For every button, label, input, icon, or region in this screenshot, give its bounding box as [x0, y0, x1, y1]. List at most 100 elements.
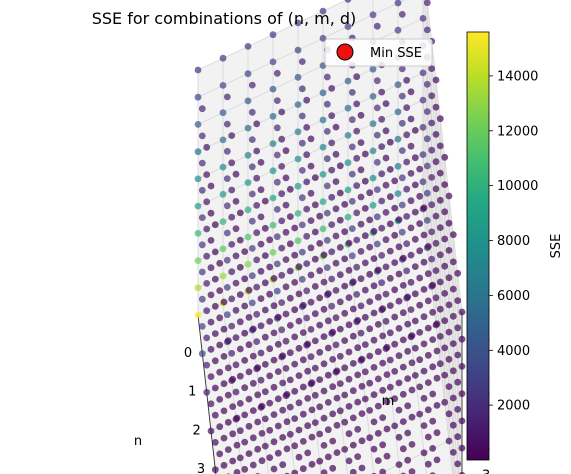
scatter-point — [299, 301, 307, 309]
scatter-point — [236, 291, 244, 298]
scatter-point — [228, 268, 236, 276]
scatter-point — [398, 11, 406, 18]
scatter-point — [344, 0, 352, 3]
scatter-point — [219, 54, 227, 62]
scatter-point — [241, 465, 249, 473]
scatter-point — [241, 357, 249, 364]
scatter-point — [370, 418, 378, 426]
scatter-point — [219, 245, 227, 253]
scatter-point — [228, 213, 236, 221]
scatter-point — [423, 108, 431, 115]
scatter-point — [228, 295, 236, 303]
scatter-point — [282, 337, 290, 345]
scatter-point — [323, 73, 331, 81]
scatter-point — [248, 136, 256, 144]
scatter-point — [253, 147, 261, 155]
scatter-point — [270, 356, 278, 364]
scatter-point — [445, 355, 453, 363]
scatter-point — [316, 212, 324, 220]
scatter-point — [282, 365, 290, 372]
scatter-point — [249, 325, 257, 333]
scatter-point — [211, 384, 219, 392]
scatter-point — [345, 321, 353, 329]
grid-line — [422, 127, 463, 474]
scatter-point — [378, 197, 386, 205]
scatter-point — [361, 368, 369, 376]
legend-min-sse-label: Min SSE — [370, 46, 422, 61]
scatter-point — [382, 100, 390, 107]
scatter-point — [323, 264, 331, 271]
scatter-point — [198, 295, 206, 303]
scatter-point — [219, 218, 227, 226]
scatter-point — [432, 239, 440, 247]
scatter-point — [303, 96, 311, 104]
scatter-point — [291, 442, 299, 450]
scatter-point — [354, 317, 362, 324]
scatter-point — [378, 252, 386, 259]
colorbar-tick-label: 8000 — [497, 234, 530, 249]
scatter-point — [304, 340, 312, 348]
scatter-point — [323, 100, 331, 108]
grid-line — [272, 279, 296, 474]
scatter-point — [383, 398, 391, 406]
scatter-point — [329, 410, 337, 418]
scatter-point — [248, 190, 256, 198]
scatter-point — [429, 445, 437, 452]
scatter-point — [233, 469, 241, 474]
scatter-point — [332, 314, 340, 322]
scatter-point — [341, 391, 349, 399]
scatter-point — [407, 197, 415, 205]
scatter-point — [316, 294, 324, 302]
grid-line — [322, 256, 348, 474]
scatter-point — [282, 228, 290, 236]
scatter-point — [207, 373, 215, 380]
scatter-point — [304, 367, 312, 375]
scatter-point — [224, 418, 232, 426]
scatter-point — [436, 115, 444, 123]
scatter-point — [282, 283, 290, 291]
scatter-point — [270, 302, 278, 310]
scatter-point — [454, 460, 462, 468]
scatter-point — [358, 464, 366, 472]
scatter-point — [441, 371, 449, 379]
scatter-point — [299, 329, 307, 336]
scatter-point — [283, 418, 291, 426]
scatter-point — [311, 391, 319, 399]
scatter-point — [436, 278, 444, 286]
scatter-point — [223, 256, 231, 264]
scatter-point — [244, 206, 252, 214]
scatter-point — [223, 229, 231, 237]
scatter-point — [370, 445, 378, 453]
scatter-point — [211, 439, 219, 446]
scatter-point — [273, 260, 281, 268]
scatter-point — [203, 361, 211, 369]
scatter-point — [391, 231, 399, 239]
back-left-pane — [198, 0, 423, 315]
scatter-point — [416, 383, 424, 391]
scatter-point — [278, 217, 286, 225]
scatter-point — [278, 108, 286, 116]
scatter-point — [320, 387, 328, 395]
scatter-point — [345, 403, 353, 410]
scatter-point — [411, 372, 419, 379]
scatter-point — [220, 434, 228, 442]
scatter-point — [286, 213, 294, 221]
scatter-point — [291, 469, 299, 474]
scatter-point — [420, 231, 428, 239]
scatter-point — [295, 453, 303, 461]
y-axis-label: m — [382, 394, 395, 409]
scatter-point — [311, 310, 319, 318]
scatter-point — [449, 449, 457, 456]
scatter-point — [404, 456, 412, 464]
scatter-point — [374, 266, 382, 274]
scatter-point — [207, 400, 215, 408]
scatter-point — [423, 217, 431, 224]
scatter-point — [232, 279, 240, 287]
scatter-point — [257, 213, 265, 221]
scatter-point — [273, 178, 281, 186]
scatter-point — [370, 282, 378, 290]
scatter-point — [253, 338, 261, 345]
scatter-point — [341, 364, 349, 372]
scatter-point — [261, 224, 269, 232]
scatter-point — [194, 175, 202, 183]
